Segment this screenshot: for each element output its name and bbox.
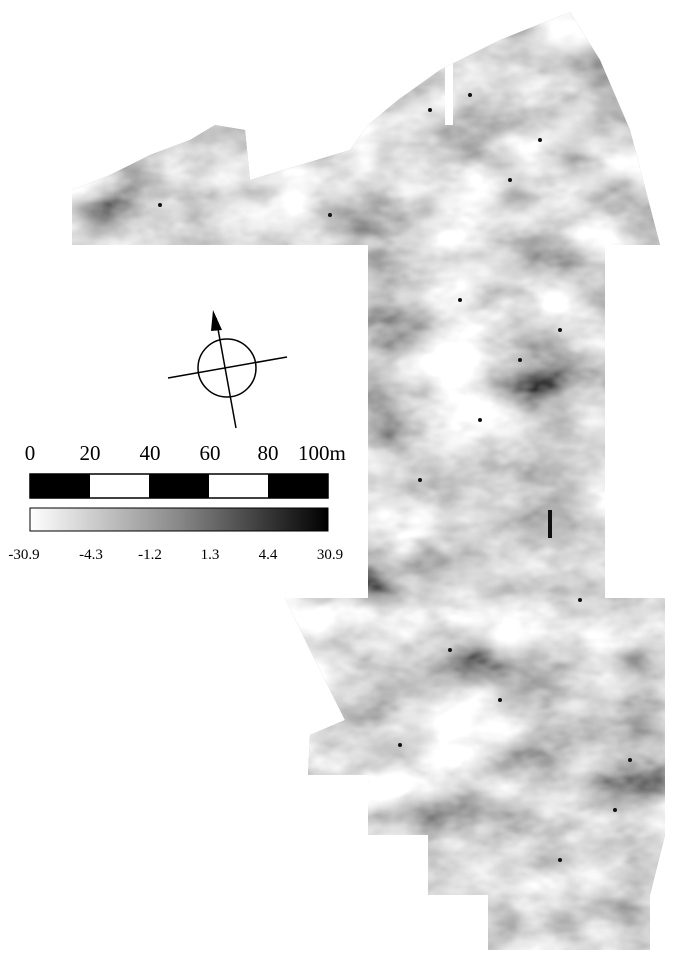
cbar-label: -1.2: [138, 547, 162, 563]
scale-label: 60: [200, 441, 221, 465]
cbar-label: 1.3: [201, 547, 220, 563]
scale-label: 0: [25, 441, 36, 465]
north-arrow: [168, 310, 287, 428]
scale-bar: [30, 474, 328, 498]
scale-label: 100m: [298, 441, 346, 465]
scale-label: 80: [258, 441, 279, 465]
map: 0 20 40 60 80 100m -30.9 -4.3 -1.2 1.3 4.4 30.9: [0, 0, 684, 953]
scale-label: 40: [140, 441, 161, 465]
cbar-label: -4.3: [79, 547, 103, 563]
page: {"scale_bar": {"labels": ["0", "20", "40…: [0, 0, 684, 953]
color-scale-bar: [30, 508, 328, 531]
scale-label: 20: [80, 441, 101, 465]
cbar-label: 4.4: [259, 547, 278, 563]
cbar-label: -30.9: [8, 547, 39, 563]
cbar-label: 30.9: [317, 547, 343, 563]
